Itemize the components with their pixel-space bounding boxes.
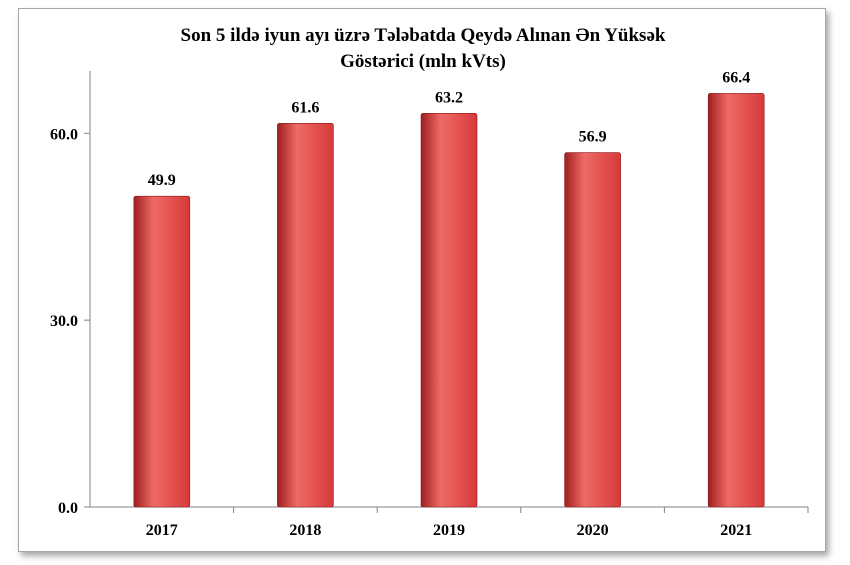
bar-2019 [420,113,478,508]
chart-title-line-2: Göstərici (mln kVts) [340,51,506,72]
y-tick-label: 30.0 [50,313,78,330]
x-tick-label: 2020 [577,522,609,539]
data-label: 63.2 [435,89,463,106]
x-tick-label: 2017 [146,522,178,539]
bar-2020 [564,152,621,508]
data-label: 49.9 [148,172,176,189]
chart-title-line-1: Son 5 ildə iyun ayı üzrə Tələbatda Qeydə… [180,25,666,46]
data-label: 66.4 [722,69,750,86]
y-tick-label: 60.0 [50,126,78,143]
bar-2021 [707,93,765,508]
x-tick-label: 2019 [433,522,465,539]
y-tick-label: 0.0 [58,500,78,517]
x-tick-label: 2018 [289,522,321,539]
x-tick-label: 2021 [720,522,752,539]
bar-2018 [277,123,334,508]
chart-title: Son 5 ildə iyun ayı üzrə Tələbatda Qeydə… [19,23,827,75]
bar-2017 [133,195,191,508]
data-label: 56.9 [579,129,607,146]
data-label: 61.6 [291,99,319,116]
